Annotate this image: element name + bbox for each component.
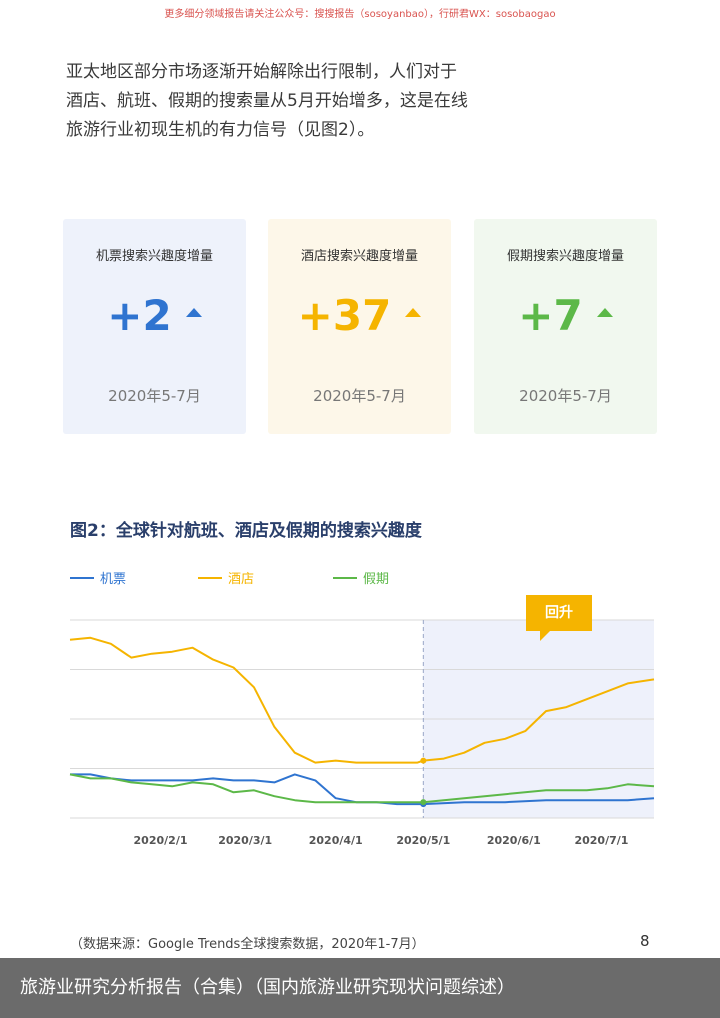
up-triangle-icon <box>596 308 613 317</box>
holiday-interest-card: 假期搜索兴趣度增量 +7 2020年5-7月 <box>474 219 657 434</box>
footer-banner: 旅游业研究分析报告（合集）（国内旅游业研究现状问题综述） <box>0 958 720 1018</box>
series-line-酒店 <box>69 636 655 764</box>
x-tick-label: 2020/3/1 <box>218 834 272 847</box>
legend-label: 机票 <box>100 572 127 587</box>
flight-interest-card: 机票搜索兴趣度增量 +2 2020年5-7月 <box>63 219 246 434</box>
card-value-number: +37 <box>297 291 392 340</box>
intro-paragraph: 亚太地区部分市场逐渐开始解除出行限制，人们对于 酒店、航班、假期的搜索量从5月开… <box>66 58 536 145</box>
legend-item-hotel: 酒店 <box>198 568 254 587</box>
card-value: +37 <box>268 291 451 340</box>
intro-line: 旅游行业初现生机的有力信号（见图2）。 <box>66 120 375 140</box>
legend-item-holiday: 假期 <box>333 568 389 587</box>
x-tick-label: 2020/5/1 <box>396 834 450 847</box>
card-value: +2 <box>63 291 246 340</box>
card-period: 2020年5-7月 <box>313 387 406 405</box>
legend-item-flight: 机票 <box>70 568 126 587</box>
card-title: 假期搜索兴趣度增量 <box>506 249 624 264</box>
legend-label: 酒店 <box>228 572 255 587</box>
hotel-interest-card: 酒店搜索兴趣度增量 +37 2020年5-7月 <box>268 219 451 434</box>
card-value-number: +7 <box>518 291 583 340</box>
x-tick-label: 2020/4/1 <box>309 834 363 847</box>
may-marker-point <box>420 757 427 764</box>
x-tick-label: 2020/7/1 <box>574 834 628 847</box>
legend-swatch <box>198 576 222 579</box>
series-line-机票 <box>70 773 655 806</box>
line-chart: 2020/2/1 2020/3/1 2020/4/1 2020/5/1 2020/6/1… <box>69 619 655 847</box>
card-period: 2020年5-7月 <box>519 387 612 405</box>
figure-title: 图2：全球针对航班、酒店及假期的搜索兴趣度 <box>70 521 422 541</box>
card-title: 酒店搜索兴趣度增量 <box>300 249 418 264</box>
data-source-note: （数据来源：Google Trends全球搜索数据，2020年1-7月） <box>70 937 425 952</box>
card-title: 机票搜索兴趣度增量 <box>95 249 213 264</box>
legend-label: 假期 <box>363 572 390 587</box>
intro-line: 亚太地区部分市场逐渐开始解除出行限制，人们对于 <box>66 62 457 82</box>
card-period: 2020年5-7月 <box>108 387 201 405</box>
page-number: 8 <box>640 932 650 950</box>
x-tick-label: 2020/2/1 <box>134 834 188 847</box>
intro-line: 酒店、航班、假期的搜索量从5月开始增多，这是在线 <box>66 91 468 111</box>
may-marker-point <box>420 799 427 806</box>
series-line-假期 <box>69 773 655 804</box>
legend-swatch <box>70 576 94 579</box>
legend-swatch <box>333 576 357 579</box>
card-value: +7 <box>474 291 657 340</box>
watermark-text: 更多细分领域报告请关注公众号：搜搜报告（sosoyanbao），行研君WX：so… <box>164 9 556 20</box>
chart-legend: 机票 酒店 假期 <box>0 568 720 588</box>
up-triangle-icon <box>405 308 422 317</box>
x-tick-label: 2020/6/1 <box>487 834 541 847</box>
card-value-number: +2 <box>107 291 172 340</box>
rebound-callout: 回升 <box>526 595 592 641</box>
up-triangle-icon <box>185 308 202 317</box>
